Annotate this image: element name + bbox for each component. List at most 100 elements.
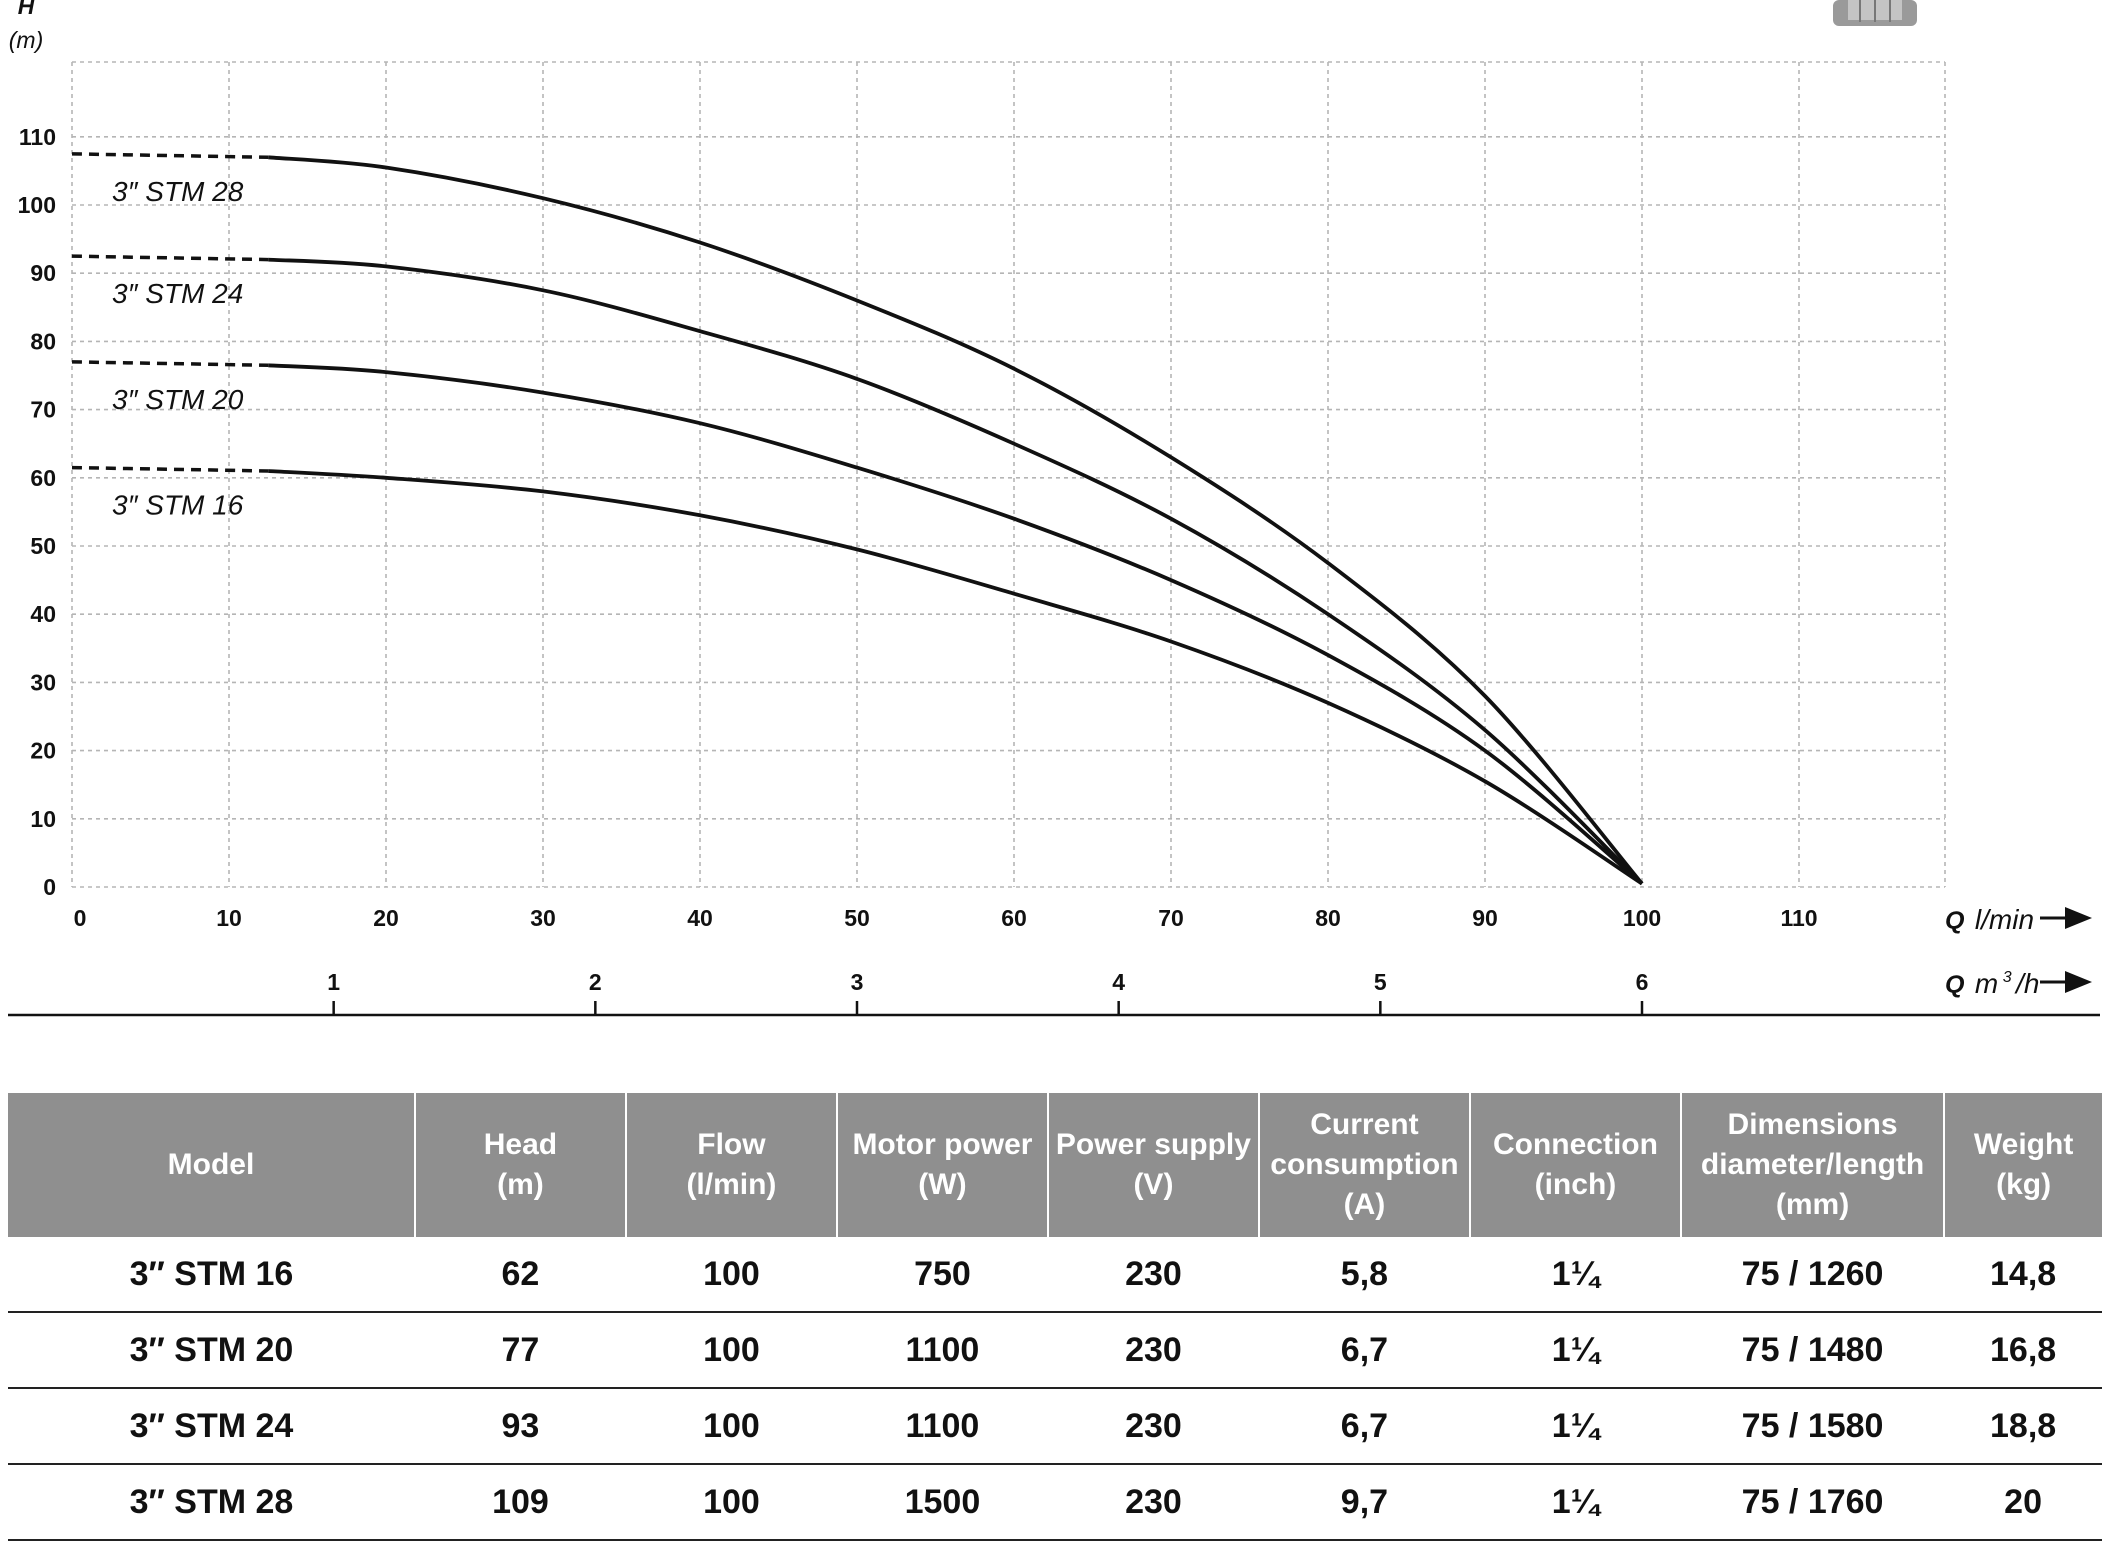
x-tick-label: 20 xyxy=(373,905,399,931)
y-tick-label: 60 xyxy=(30,465,56,491)
curve-3-stm-20 xyxy=(268,363,1644,886)
x2-tick-label: 6 xyxy=(1636,969,1649,995)
column-header: Model xyxy=(8,1093,415,1237)
x-tick-label: 50 xyxy=(844,905,870,931)
y-tick-label: 40 xyxy=(30,601,56,627)
x-tick-label: 70 xyxy=(1158,905,1184,931)
table-cell: 750 xyxy=(836,1237,1048,1313)
x-axis-title: Q l/min xyxy=(1945,904,2034,935)
column-header: Power supply (V) xyxy=(1046,1093,1259,1237)
table-row: 3″ STM 24 93 100 1100 230 6,7 1¼ 75 / 1580 18,8 xyxy=(8,1388,2102,1465)
column-header-line: (m) xyxy=(497,1168,544,1201)
curve-label-3-stm-28: 3″ STM 28 xyxy=(112,176,244,207)
column-header: Current consumption (A) xyxy=(1257,1093,1470,1237)
y-tick-label: 10 xyxy=(30,806,56,832)
table-cell: 62 xyxy=(414,1237,626,1313)
x2-tick-label: 3 xyxy=(851,969,864,995)
table-cell: 75 / 1260 xyxy=(1680,1237,1945,1313)
x2-tick-label: 2 xyxy=(589,969,602,995)
y-axis-unit: (m) xyxy=(9,27,43,53)
column-header-line: Connection xyxy=(1492,1128,1658,1161)
table-row: 3″ STM 20 77 100 1100 230 6,7 1¼ 75 / 1480 16,8 xyxy=(8,1312,2102,1389)
table-cell: 100 xyxy=(625,1237,837,1313)
y-tick-label: 20 xyxy=(30,738,56,764)
table-row: 3″ STM 28 109 100 1500 230 9,7 1¼ 75 / 1760 20 xyxy=(8,1464,2102,1541)
table-cell: 1¼ xyxy=(1469,1237,1681,1313)
y-tick-label: 90 xyxy=(30,260,56,286)
grid xyxy=(71,61,1946,888)
curve-3-stm-16 xyxy=(268,469,1644,886)
table-cell: 100 xyxy=(625,1464,837,1541)
table-cell: 230 xyxy=(1047,1388,1259,1465)
curve-dashed-3-stm-24 xyxy=(71,254,269,262)
table-cell: 109 xyxy=(414,1464,626,1541)
pump-performance-chart: 0 10 20 30 40 50 60 70 80 90 100 110 0 10 20 30 40 50 60 7… xyxy=(8,0,2100,1017)
table-body: 3″ STM 16 62 100 750 230 5,8 1¼ 75 / 1260 14,8 3″… xyxy=(8,1237,2102,1541)
x-tick-label: 40 xyxy=(687,905,713,931)
table-cell: 75 / 1480 xyxy=(1680,1312,1945,1389)
table-cell: 3″ STM 24 xyxy=(8,1388,415,1465)
x2-tick-label: 1 xyxy=(327,969,340,995)
x-tick-label: 100 xyxy=(1623,905,1661,931)
table-cell: 93 xyxy=(414,1388,626,1465)
column-header: Motor power (W) xyxy=(835,1093,1048,1237)
x-axis-ticks: 0 10 20 30 40 50 60 70 80 90 100 110 xyxy=(74,905,1818,931)
x-tick-label: 80 xyxy=(1315,905,1341,931)
column-header-line: (V) xyxy=(1133,1168,1174,1201)
curve-3-stm-24 xyxy=(268,257,1644,885)
x-tick-label: 90 xyxy=(1472,905,1498,931)
y-tick-label: 30 xyxy=(30,669,56,695)
column-header-line: Power supply xyxy=(1055,1128,1251,1161)
column-header-line: Flow xyxy=(697,1128,766,1161)
table-cell: 3″ STM 20 xyxy=(8,1312,415,1389)
x-tick-label: 60 xyxy=(1001,905,1027,931)
table-cell: 1¼ xyxy=(1469,1388,1681,1465)
table-cell: 1100 xyxy=(836,1388,1048,1465)
table-cell: 100 xyxy=(625,1388,837,1465)
column-header: Flow (l/min) xyxy=(624,1093,837,1237)
table-cell: 1100 xyxy=(836,1312,1048,1389)
table-cell: 3″ STM 16 xyxy=(8,1237,415,1313)
table-header-row: Model Head (m) Flow (l/min) Motor power (W) Pow… xyxy=(8,1093,2102,1237)
table-cell: 230 xyxy=(1047,1464,1259,1541)
column-header-line: (kg) xyxy=(1996,1168,2052,1201)
table-cell: 18,8 xyxy=(1944,1388,2102,1465)
y-tick-label: 70 xyxy=(30,397,56,423)
x2-axis-arrow xyxy=(2040,971,2092,993)
column-header-line: (A) xyxy=(1343,1188,1386,1221)
x2-tick-label: 5 xyxy=(1374,969,1387,995)
pump-thumbnail-image xyxy=(1833,0,1917,26)
table-cell: 20 xyxy=(1944,1464,2102,1541)
column-header-line: consumption xyxy=(1270,1148,1459,1181)
x2-tick-label: 4 xyxy=(1112,969,1125,995)
column-header-line: (W) xyxy=(918,1168,967,1201)
x-tick-label: 0 xyxy=(74,905,87,931)
column-header-line: Dimensions xyxy=(1727,1108,1898,1141)
curve-label-3-stm-24: 3″ STM 24 xyxy=(112,278,243,309)
table-cell: 6,7 xyxy=(1258,1388,1470,1465)
x-tick-label: 110 xyxy=(1780,905,1817,931)
column-header: Head (m) xyxy=(413,1093,626,1237)
column-header-line: Current xyxy=(1310,1108,1419,1141)
table-cell: 77 xyxy=(414,1312,626,1389)
table-cell: 1500 xyxy=(836,1464,1048,1541)
curve-3-stm-28 xyxy=(268,155,1644,885)
y-tick-label: 0 xyxy=(43,874,56,900)
curve-label-3-stm-20: 3″ STM 20 xyxy=(112,384,244,415)
y-axis-ticks: 0 10 20 30 40 50 60 70 80 90 100 110 xyxy=(18,124,56,900)
column-header-line: (mm) xyxy=(1775,1188,1850,1221)
table-cell: 75 / 1760 xyxy=(1680,1464,1945,1541)
table-row: 3″ STM 16 62 100 750 230 5,8 1¼ 75 / 1260 14,8 xyxy=(8,1237,2102,1313)
x-axis-arrow xyxy=(2040,907,2092,929)
column-header: Weight (kg) xyxy=(1943,1093,2102,1237)
column-header: Dimensions diameter/length (mm) xyxy=(1679,1093,1945,1237)
secondary-x-axis: 1 2 3 4 5 6 xyxy=(327,969,1648,1015)
table-cell: 3″ STM 28 xyxy=(8,1464,415,1541)
table-cell: 9,7 xyxy=(1258,1464,1470,1541)
table-cell: 6,7 xyxy=(1258,1312,1470,1389)
table-cell: 75 / 1580 xyxy=(1680,1388,1945,1465)
table-cell: 100 xyxy=(625,1312,837,1389)
y-tick-label: 80 xyxy=(30,328,56,354)
curve-dashed-3-stm-28 xyxy=(71,152,269,160)
column-header-line: (inch) xyxy=(1534,1168,1617,1201)
